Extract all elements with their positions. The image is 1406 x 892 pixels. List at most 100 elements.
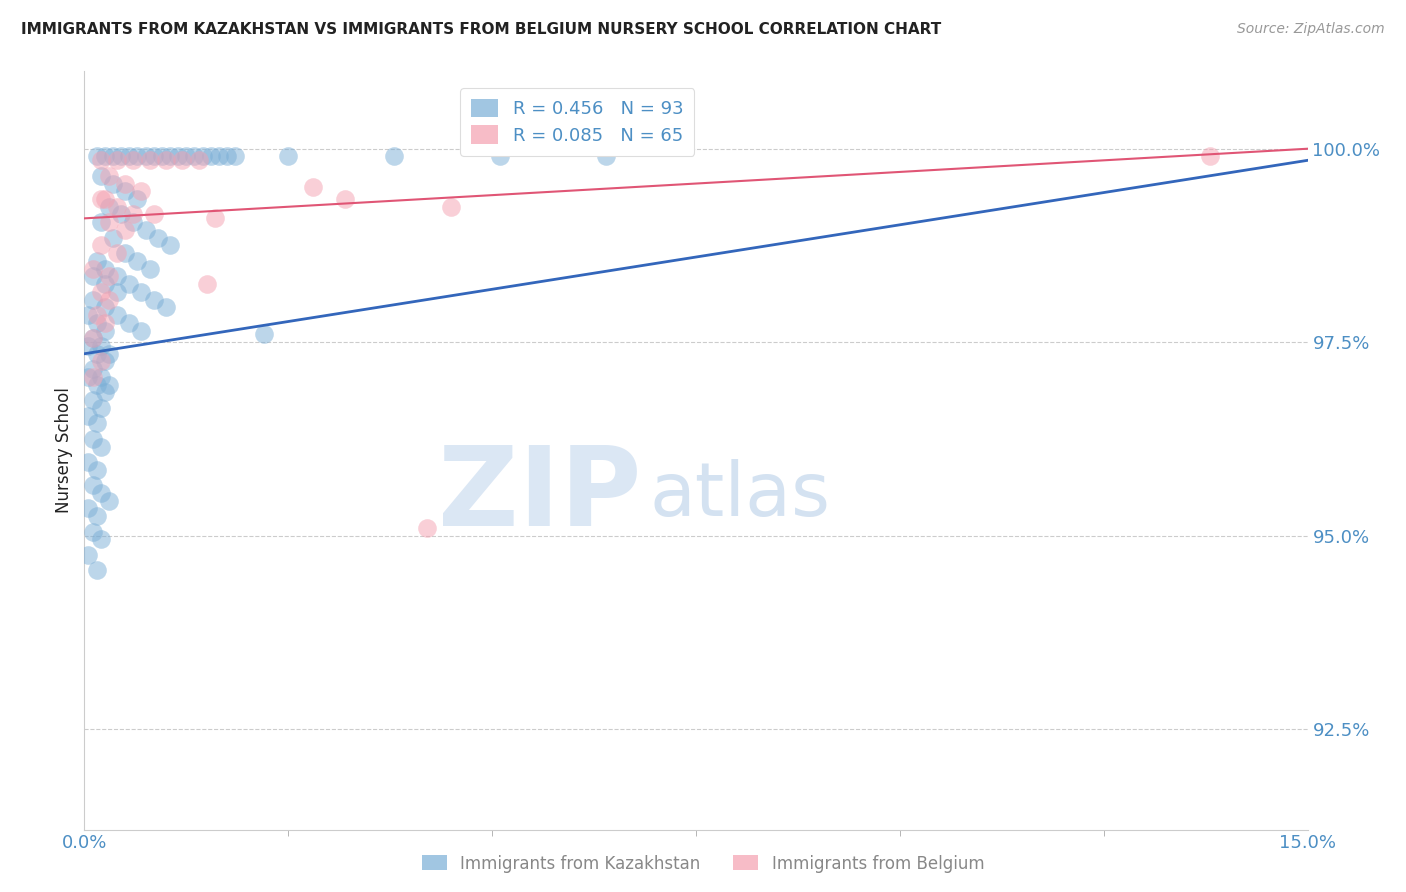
Point (77, 339, 100, 353)
Point (195, 277, 218, 292)
Point (335, 192, 357, 206)
Point (86, 347, 108, 361)
Point (82, 432, 104, 446)
Point (142, 207, 165, 221)
Point (97, 200, 120, 214)
Point (82, 370, 104, 384)
Point (138, 261, 160, 276)
Point (155, 301, 177, 315)
Point (97, 169, 120, 183)
Point (90, 440, 112, 454)
Point (110, 149, 132, 163)
Text: ZIP: ZIP (437, 442, 641, 549)
Point (217, 149, 239, 163)
Point (86, 509, 108, 524)
Point (86, 149, 108, 163)
Point (167, 149, 190, 163)
Point (93, 301, 115, 315)
Point (122, 215, 145, 229)
Point (150, 149, 173, 163)
Point (77, 455, 100, 469)
Point (105, 308, 128, 322)
Point (122, 153, 145, 168)
Point (382, 149, 405, 163)
Point (191, 149, 214, 163)
Point (118, 149, 141, 163)
Point (86, 463, 108, 477)
Point (97, 269, 120, 284)
Point (1198, 149, 1220, 163)
Point (77, 409, 100, 423)
Point (135, 223, 157, 237)
Point (86, 308, 108, 322)
Point (90, 339, 112, 353)
Point (97, 347, 120, 361)
Point (97, 215, 120, 229)
Text: atlas: atlas (650, 459, 831, 533)
Y-axis label: Nursery School: Nursery School (55, 387, 73, 514)
Point (101, 177, 124, 191)
Point (127, 192, 149, 206)
Point (82, 362, 104, 376)
Point (114, 177, 136, 191)
Point (86, 254, 108, 268)
Point (97, 293, 120, 307)
Legend: Immigrants from Kazakhstan, Immigrants from Belgium: Immigrants from Kazakhstan, Immigrants f… (415, 848, 991, 880)
Point (127, 149, 149, 163)
Point (82, 331, 104, 345)
Point (595, 149, 617, 163)
Point (253, 327, 276, 342)
Point (97, 377, 120, 392)
Point (77, 370, 100, 384)
Point (110, 207, 132, 221)
Point (172, 153, 194, 168)
Point (105, 153, 128, 168)
Legend: R = 0.456   N = 93, R = 0.085   N = 65: R = 0.456 N = 93, R = 0.085 N = 65 (460, 88, 695, 155)
Point (204, 211, 226, 226)
Point (90, 486, 112, 500)
Point (86, 377, 108, 392)
Point (105, 285, 128, 299)
Point (105, 200, 128, 214)
Point (82, 269, 104, 284)
Point (118, 316, 141, 330)
Point (135, 149, 157, 163)
Point (174, 149, 197, 163)
Point (155, 153, 177, 168)
Point (82, 261, 104, 276)
Point (277, 149, 299, 163)
Point (90, 354, 112, 368)
Point (159, 238, 181, 252)
Point (90, 169, 112, 183)
Text: Source: ZipAtlas.com: Source: ZipAtlas.com (1237, 22, 1385, 37)
Point (90, 215, 112, 229)
Point (93, 385, 115, 400)
Point (159, 149, 181, 163)
Point (93, 261, 115, 276)
Point (93, 149, 115, 163)
Point (93, 354, 115, 368)
Point (90, 153, 112, 168)
Point (82, 478, 104, 492)
Point (114, 184, 136, 198)
Point (187, 153, 209, 168)
Point (93, 324, 115, 338)
Point (82, 293, 104, 307)
Text: IMMIGRANTS FROM KAZAKHSTAN VS IMMIGRANTS FROM BELGIUM NURSERY SCHOOL CORRELATION: IMMIGRANTS FROM KAZAKHSTAN VS IMMIGRANTS… (21, 22, 942, 37)
Point (440, 200, 463, 214)
Point (82, 393, 104, 408)
Point (224, 149, 246, 163)
Point (90, 370, 112, 384)
Point (146, 230, 169, 244)
Point (114, 223, 136, 237)
Point (118, 277, 141, 292)
Point (101, 230, 124, 244)
Point (183, 149, 205, 163)
Point (86, 417, 108, 431)
Point (105, 269, 128, 284)
Point (77, 501, 100, 516)
Point (101, 149, 124, 163)
Point (82, 524, 104, 539)
Point (93, 277, 115, 292)
Point (131, 324, 153, 338)
